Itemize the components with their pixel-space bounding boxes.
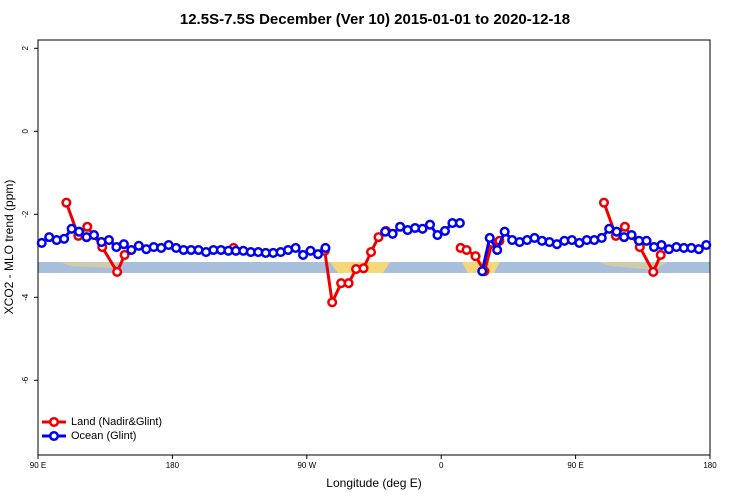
x-tick-label: 90 E: [30, 461, 46, 470]
point: [477, 266, 488, 277]
land-patch: [60, 262, 120, 268]
point: [74, 226, 85, 237]
chart-title: 12.5S-7.5S December (Ver 10) 2015-01-01 …: [180, 11, 570, 28]
point: [596, 232, 607, 244]
x-axis-label: Longitude (deg E): [326, 476, 421, 490]
point: [298, 249, 309, 261]
point: [118, 239, 129, 250]
point: [648, 266, 659, 278]
x-tick-label: 90 E: [567, 461, 583, 470]
legend-label: Land (Nadir&Glint): [71, 416, 162, 428]
point: [88, 230, 100, 241]
legend-label: Ocean (Glint): [71, 430, 136, 442]
point: [290, 242, 301, 253]
point: [36, 237, 47, 248]
point: [61, 197, 72, 208]
point: [492, 244, 503, 256]
point: [470, 251, 481, 262]
point: [611, 226, 622, 237]
point: [343, 278, 354, 289]
point: [641, 235, 652, 246]
point: [112, 266, 123, 278]
point: [655, 249, 666, 261]
point: [454, 217, 465, 229]
point: [432, 230, 443, 241]
point: [312, 249, 324, 260]
point: [373, 232, 384, 243]
point: [103, 234, 114, 246]
point: [320, 242, 331, 253]
y-tick-label: 0: [21, 129, 30, 134]
legend-marker: [48, 430, 60, 442]
y-tick-label: -2: [21, 210, 30, 218]
x-tick-label: 180: [703, 461, 717, 470]
point: [126, 244, 137, 256]
y-tick-label: 2: [21, 46, 30, 51]
legend-marker: [48, 416, 60, 428]
point: [656, 239, 667, 251]
point: [439, 225, 450, 236]
point: [327, 297, 338, 308]
point: [59, 233, 70, 244]
point: [598, 197, 610, 208]
x-tick-label: 90 W: [297, 461, 316, 470]
point: [461, 244, 472, 256]
point: [387, 228, 398, 239]
x-tick-label: 180: [166, 461, 180, 470]
point: [484, 232, 495, 244]
point: [619, 221, 630, 232]
y-tick-label: -4: [21, 293, 30, 301]
point: [701, 239, 712, 251]
x-tick-label: 0: [439, 461, 444, 470]
point: [424, 219, 436, 230]
point: [82, 221, 93, 232]
point: [417, 223, 428, 234]
y-axis-label: XCO2 - MLO trend (ppm): [2, 180, 16, 315]
point: [365, 247, 377, 258]
point: [499, 226, 510, 237]
point: [119, 249, 130, 261]
point: [358, 263, 369, 274]
y-tick-label: -6: [21, 376, 30, 384]
series-line: [64, 202, 663, 308]
point: [693, 244, 704, 255]
point: [626, 230, 637, 241]
